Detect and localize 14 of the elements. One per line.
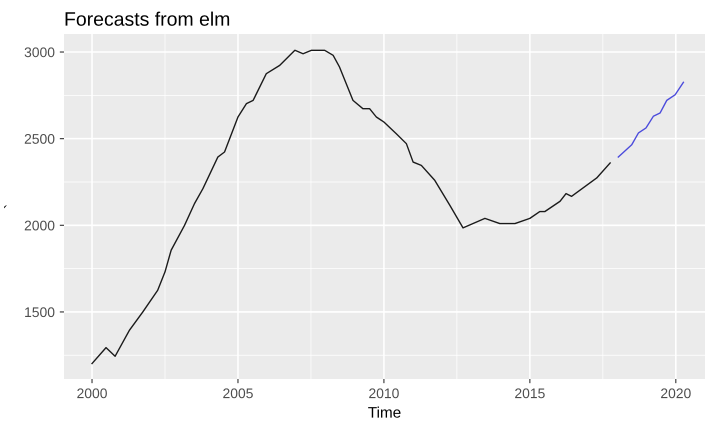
chart-title: Forecasts from elm xyxy=(66,12,230,26)
x-tick-label: 2015 xyxy=(515,388,545,398)
y-tick-label: 3000 xyxy=(24,47,54,58)
y-tick-label: 2500 xyxy=(24,134,54,144)
x-tick-label: 2010 xyxy=(369,388,399,398)
y-tick-label: 2000 xyxy=(24,220,54,230)
x-tick-label: 2020 xyxy=(661,388,691,398)
y-axis-title: ` xyxy=(4,205,6,208)
line-series xyxy=(91,50,611,364)
x-tick-label: 2005 xyxy=(223,388,253,398)
x-axis-title: Time xyxy=(368,406,401,418)
x-tick-label: 2000 xyxy=(77,388,107,398)
line-series xyxy=(618,82,684,158)
y-tick-label: 1500 xyxy=(25,307,54,318)
